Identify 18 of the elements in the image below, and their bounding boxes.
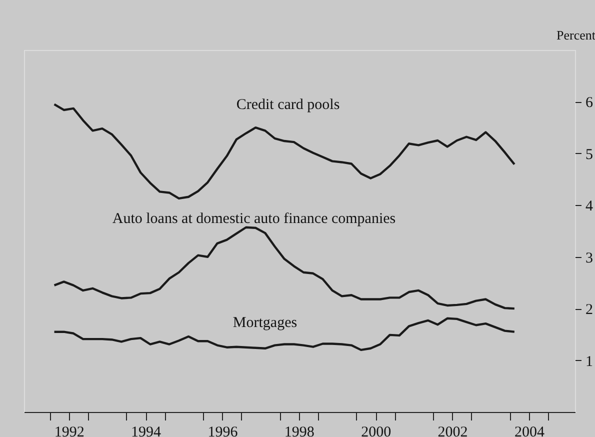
x-tick-label: 2004 [514, 424, 545, 437]
x-tick-label: 1998 [284, 424, 314, 437]
series-label: Mortgages [232, 315, 298, 331]
x-tick-label: 1996 [208, 424, 238, 437]
y-tick-label: 5 [586, 146, 593, 163]
line-series [53, 317, 516, 352]
series-label: Credit card pools [236, 97, 340, 113]
line-series [53, 226, 516, 310]
x-tick-label: 2000 [361, 424, 392, 437]
y-tick-label: 3 [586, 250, 593, 266]
y-tick-label: 4 [586, 198, 594, 215]
x-tick-label: 2002 [438, 424, 468, 437]
y-tick-label: 6 [586, 95, 594, 112]
series-label: Auto loans at domestic auto finance companies [112, 211, 396, 227]
x-tick-label: 1992 [54, 424, 84, 437]
y-tick-label: 2 [586, 302, 593, 318]
y-tick-label: 1 [586, 354, 593, 370]
x-tick-label: 1994 [131, 424, 162, 437]
